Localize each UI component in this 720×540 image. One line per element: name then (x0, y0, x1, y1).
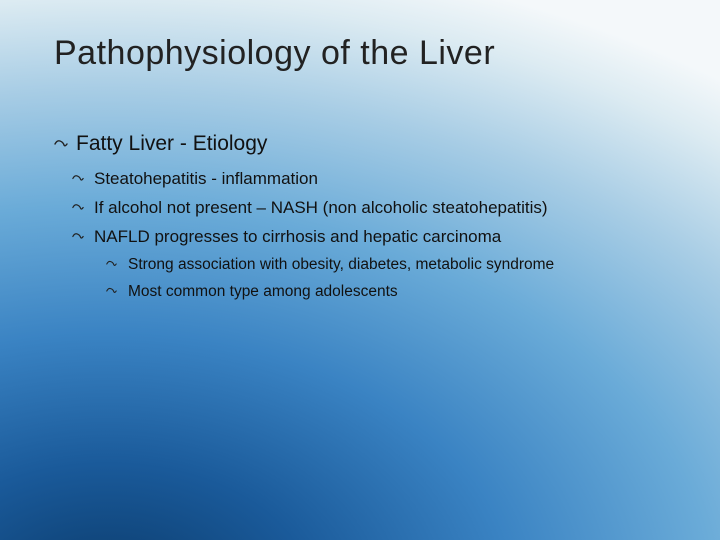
bullet-level2: NAFLD progresses to cirrhosis and hepati… (72, 226, 680, 249)
slide: Pathophysiology of the Liver Fatty Liver… (0, 0, 720, 540)
bullet-level2: If alcohol not present – NASH (non alcoh… (72, 197, 680, 220)
slide-title: Pathophysiology of the Liver (54, 34, 495, 73)
bullet-level1: Fatty Liver - Etiology (54, 132, 680, 156)
slide-content: Fatty Liver - Etiology Steatohepatitis -… (54, 132, 680, 309)
bullet-level3: Most common type among adolescents (106, 282, 680, 303)
bullet-level3: Strong association with obesity, diabete… (106, 255, 680, 276)
bullet-level2: Steatohepatitis - inflammation (72, 168, 680, 191)
